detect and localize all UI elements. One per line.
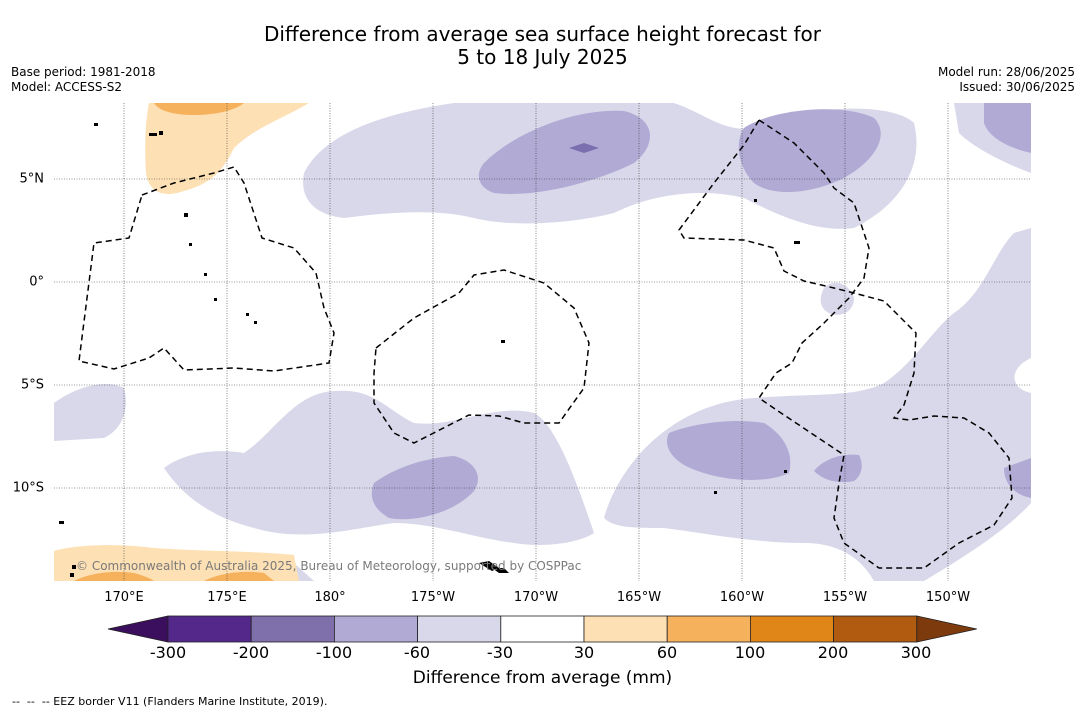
colorbar-segment: [583, 615, 668, 643]
colorbar-tick: -100: [315, 643, 353, 662]
colorbar-tick: 300: [900, 643, 932, 662]
colorbar-extend-min: [107, 615, 169, 643]
anomaly-neg-dark: [569, 143, 599, 153]
colorbar-tick: -300: [149, 643, 187, 662]
lat-label: 0°: [29, 274, 44, 290]
lon-label: 165°W: [616, 590, 662, 605]
colorbar-tick: 200: [817, 643, 849, 662]
model-run-text: Model run: 28/06/2025: [937, 65, 1075, 79]
lat-label: 5°N: [19, 171, 45, 187]
model-text: Model: ACCESS-S2: [11, 80, 123, 94]
base-period-text: Base period: 1981-2018: [11, 65, 156, 79]
lon-label: 160°W: [719, 590, 765, 605]
colorbar-segment: [500, 615, 585, 643]
eez-borders: [78, 118, 1013, 569]
colorbar-tick: -30: [486, 643, 514, 662]
eez-legend-text: -- -- -- EEZ border V11 (Flanders Marine…: [12, 695, 328, 708]
colorbar-tick: 60: [656, 643, 678, 662]
lon-label: 155°W: [822, 590, 868, 605]
copyright-text: © Commonwealth of Australia 2025, Bureau…: [76, 559, 582, 573]
map-title-line2: 5 to 18 July 2025: [457, 45, 628, 69]
colorbar-tick: 30: [573, 643, 595, 662]
map-title-line1: Difference from average sea surface heig…: [263, 22, 822, 46]
graticule: [54, 103, 1031, 581]
colorbar-label: Difference from average (mm): [412, 668, 673, 688]
colorbar-segment: [250, 615, 335, 643]
colorbar-tick: 100: [734, 643, 766, 662]
meta-right: Model run: 28/06/2025 Issued: 30/06/2025: [938, 65, 1075, 95]
colorbar-segment: [833, 615, 918, 643]
lon-label: 175°E: [207, 590, 247, 605]
lon-label: 150°W: [925, 590, 971, 605]
colorbar-segment: [666, 615, 751, 643]
colorbar-extend-max: [916, 615, 977, 643]
colorbar-segment: [167, 615, 252, 643]
meta-left: Base period: 1981-2018 Model: ACCESS-S2: [11, 65, 156, 95]
lat-label: 10°S: [12, 480, 44, 496]
colorbar-tick: -60: [403, 643, 431, 662]
colorbar: [107, 615, 977, 643]
colorbar-segment: [417, 615, 502, 643]
lon-label: 175°W: [410, 590, 456, 605]
lat-label: 5°S: [20, 377, 44, 393]
lon-label: 170°E: [104, 590, 144, 605]
sea-height-map: [54, 103, 1031, 581]
issued-text: Issued: 30/06/2025: [959, 80, 1075, 94]
lon-label: 170°W: [513, 590, 559, 605]
lon-label: 180°: [314, 590, 346, 605]
colorbar-tick: -200: [232, 643, 270, 662]
colorbar-segment: [333, 615, 418, 643]
map-panel: [54, 103, 1031, 581]
islands: [59, 123, 800, 577]
anomaly-pos-mid: [74, 103, 274, 581]
colorbar-segment: [750, 615, 835, 643]
